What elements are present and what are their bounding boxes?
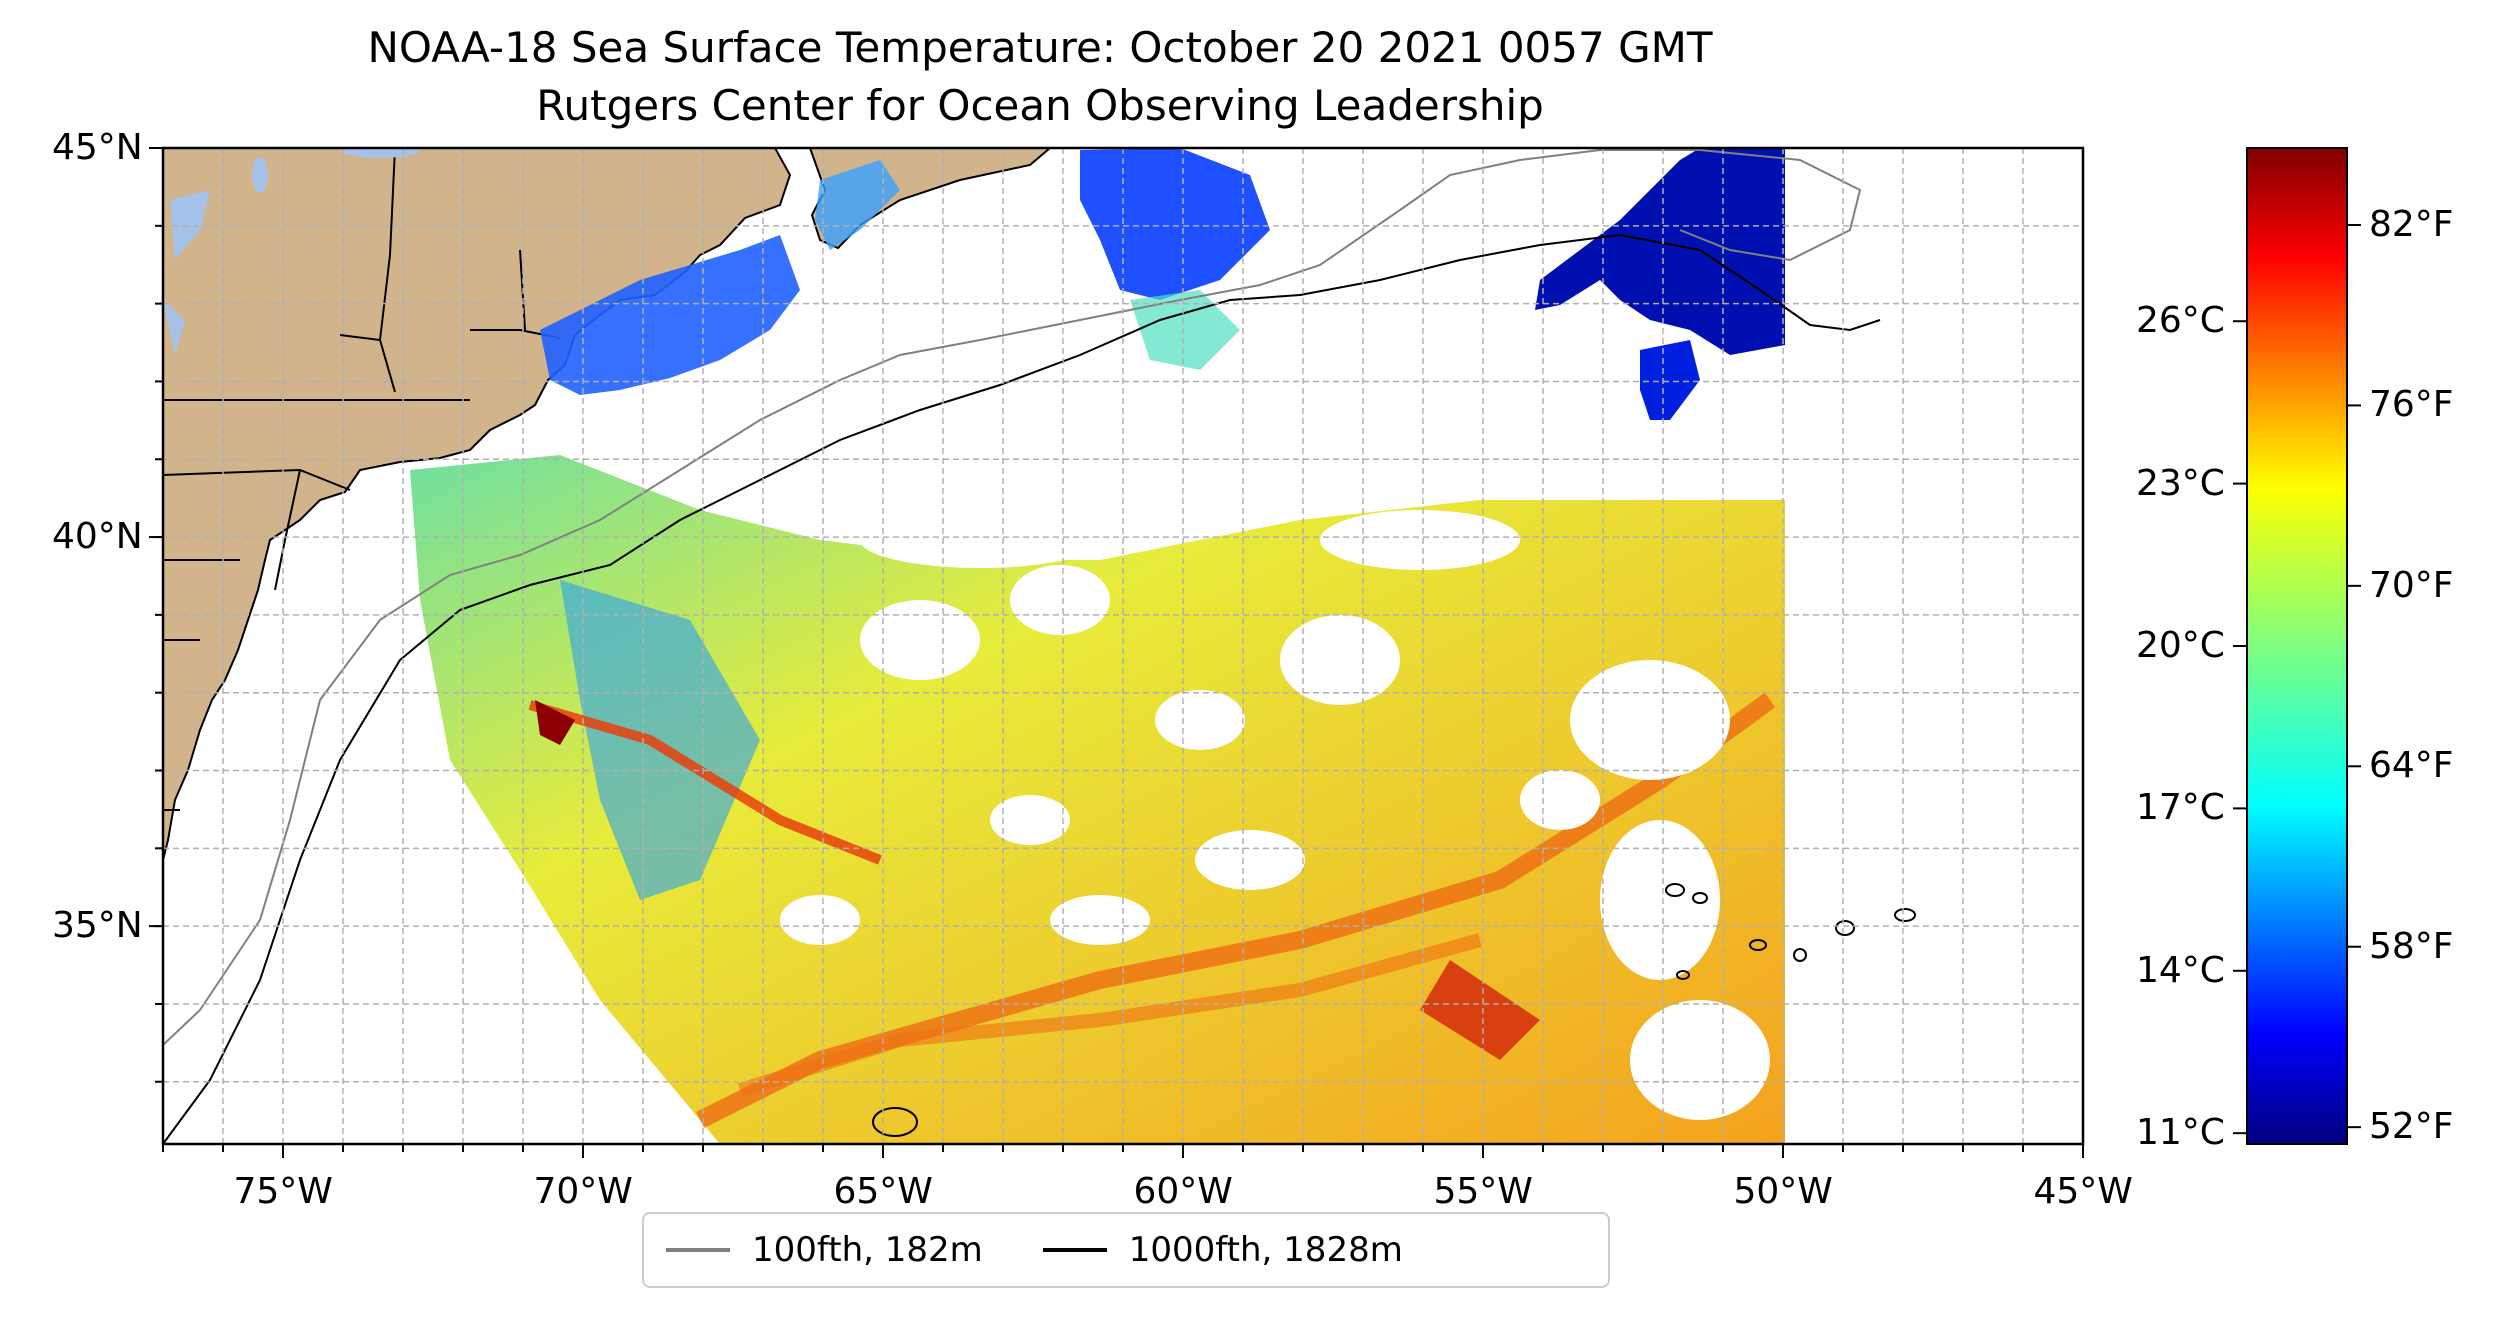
colorbar-celsius-label: 26°C — [2136, 300, 2225, 342]
legend-item-1000fth: 1000fth, 1828m — [1042, 1230, 1403, 1270]
bathymetry-1000fth — [163, 233, 1881, 1144]
colorbar-fahrenheit-label: 58°F — [2369, 925, 2454, 967]
legend-label-1000fth: 1000fth, 1828m — [1128, 1230, 1403, 1270]
colorbar-celsius-label: 14°C — [2136, 949, 2225, 991]
x-tick-label: 55°W — [1433, 1171, 1533, 1212]
y-tick-label: 40°N — [52, 516, 143, 558]
legend-line-grey — [666, 1248, 730, 1252]
y-tick-label: 45°N — [52, 127, 143, 168]
colorbar-fahrenheit-label: 52°F — [2369, 1106, 2454, 1148]
colorbar-celsius-label: 17°C — [2136, 787, 2225, 829]
colorbar-fahrenheit-label: 82°F — [2369, 203, 2454, 245]
legend-label-100fth: 100fth, 182m — [752, 1230, 983, 1270]
colorbar-fahrenheit-label: 70°F — [2369, 564, 2454, 606]
legend: 100fth, 182m 1000fth, 1828m — [642, 1212, 1610, 1288]
x-tick-label: 75°W — [233, 1171, 333, 1212]
colorbar-celsius-label: 23°C — [2136, 462, 2225, 504]
x-tick-label: 45°W — [2033, 1171, 2133, 1212]
legend-line-black — [1042, 1248, 1107, 1252]
sst-data — [410, 148, 1785, 1144]
colorbar-fahrenheit-label: 76°F — [2369, 384, 2454, 426]
lakes — [163, 148, 420, 355]
colorbar-fahrenheit-label: 64°F — [2369, 745, 2454, 787]
seamounts — [872, 883, 1916, 1137]
graticule — [162, 147, 2084, 1144]
x-tick-label: 65°W — [833, 1171, 933, 1212]
land-mass — [163, 148, 792, 861]
colorbar-ticks — [2233, 223, 2361, 1135]
bathymetry-100fth — [163, 149, 1862, 1046]
axis-ticks — [149, 147, 2084, 1158]
legend-item-100fth: 100fth, 182m — [666, 1230, 983, 1270]
x-tick-label: 50°W — [1733, 1171, 1833, 1212]
x-tick-label: 60°W — [1133, 1171, 1233, 1212]
colorbar — [2246, 147, 2348, 1145]
y-tick-label: 35°N — [52, 905, 143, 947]
colorbar-celsius-label: 20°C — [2136, 625, 2225, 666]
colorbar-celsius-label: 11°C — [2136, 1112, 2225, 1154]
map-subtitle: Rutgers Center for Ocean Observing Leade… — [536, 81, 1544, 130]
map-title: NOAA-18 Sea Surface Temperature: October… — [367, 23, 1713, 72]
x-tick-label: 70°W — [533, 1171, 633, 1212]
